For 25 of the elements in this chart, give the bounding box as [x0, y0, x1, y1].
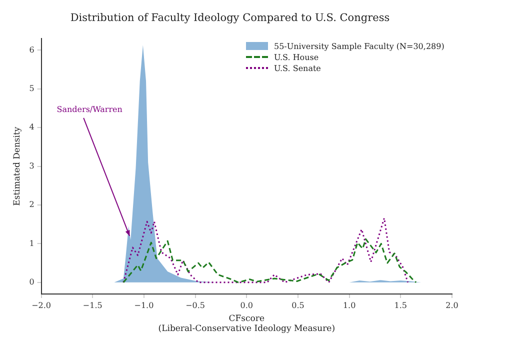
y-tick-label: 0 — [29, 277, 34, 286]
x-axis-title: CFscore (Liberal-Conservative Ideology Measure) — [158, 314, 336, 334]
chart-title: Distribution of Faculty Ideology Compared to U.S. Congress — [70, 12, 390, 24]
y-tick-label: 1 — [29, 238, 34, 248]
y-tick-label: 6 — [29, 45, 34, 54]
x-tick-label: −1.0 — [134, 300, 154, 310]
annotation: Sanders/Warren — [56, 105, 122, 114]
x-tick-label: 1.0 — [342, 300, 356, 310]
x-tick-label: 1.5 — [394, 300, 408, 310]
x-tick-label: −0.5 — [186, 300, 206, 310]
x-tick-label: −1.5 — [82, 300, 102, 310]
y-tick-label: 4 — [29, 122, 34, 132]
x-tick-label: 0.0 — [240, 300, 254, 310]
x-tick-label: −2.0 — [32, 300, 52, 310]
x-tick-label: 0.5 — [292, 300, 304, 310]
x-tick-label: 2.0 — [446, 300, 458, 310]
line-series — [122, 217, 409, 284]
y-tick-label: 3 — [29, 161, 34, 170]
y-tick-label: 2 — [29, 200, 34, 210]
legend-label: U.S. House — [274, 52, 319, 63]
legend-label: U.S. Senate — [274, 62, 321, 74]
y-tick-label: 5 — [29, 84, 34, 93]
line-series — [122, 238, 417, 284]
y-axis-title: Estimated Density — [12, 126, 22, 206]
legend-label: 55-University Sample Faculty (N=30,289) — [274, 40, 444, 52]
